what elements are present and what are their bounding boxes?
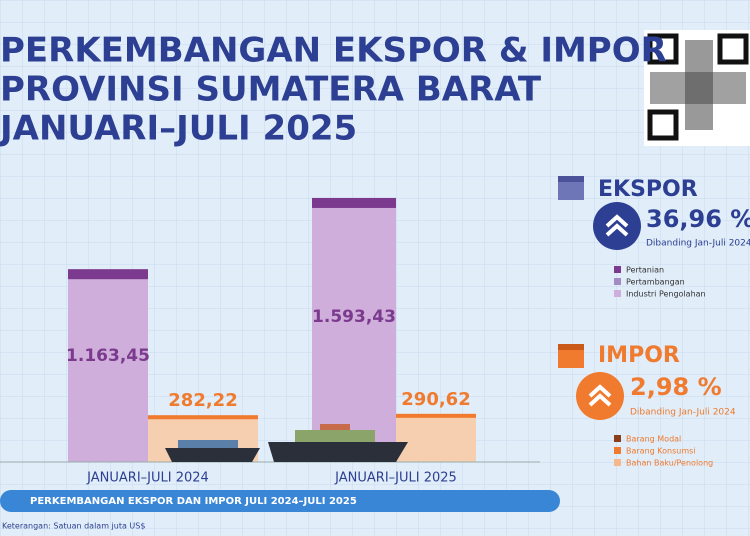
legend-swatch [614, 266, 621, 273]
legend-swatch [614, 459, 621, 466]
export-icon [558, 176, 584, 200]
bar [312, 197, 396, 462]
title-line: JANUARI–JULI 2025 [0, 109, 357, 149]
legend-label: Barang Konsumsi [626, 447, 696, 456]
export-heading: EKSPOR [598, 177, 698, 202]
ship [268, 442, 408, 462]
value-label: 282,22 [168, 390, 237, 411]
legend-label: Barang Modal [626, 435, 681, 444]
title-line: PERKEMBANGAN EKSPOR & IMPOR [0, 31, 667, 71]
value-label: 1.163,45 [66, 346, 150, 366]
legend-label: Bahan Baku/Penolong [626, 459, 713, 468]
bar-cap [396, 413, 476, 418]
x-tick-label: JANUARI–JULI 2024 [86, 471, 209, 486]
ship-cargo [178, 440, 238, 448]
qr-code [644, 30, 750, 146]
export-change: 36,96 % [646, 205, 750, 233]
export-compare: Dibanding Jan-Juli 2024 [646, 239, 750, 249]
legend-label: Pertambangan [626, 278, 685, 287]
value-label: 290,62 [401, 389, 470, 410]
import-heading: IMPOR [598, 343, 680, 368]
banner-text: PERKEMBANGAN EKSPOR DAN IMPOR JULI 2024–… [30, 496, 357, 507]
legend-swatch [614, 278, 621, 285]
bar-cap [68, 269, 148, 280]
x-tick-label: JANUARI–JULI 2025 [334, 471, 457, 486]
legend-label: Industri Pengolahan [626, 290, 706, 299]
legend-swatch [614, 435, 621, 442]
bar-cap [312, 197, 396, 208]
ship [165, 448, 260, 462]
legend-swatch [614, 290, 621, 297]
legend-swatch [614, 447, 621, 454]
banner [0, 490, 560, 512]
bar [68, 269, 148, 462]
up-chevrons [605, 214, 629, 237]
import-compare: Dibanding Jan-Juli 2024 [630, 408, 736, 418]
bar-cap [148, 415, 258, 420]
ship-cargo [320, 424, 350, 430]
title-line: PROVINSI SUMATERA BARAT [0, 70, 542, 110]
bar [396, 413, 476, 462]
import-icon [558, 344, 584, 368]
import-change: 2,98 % [630, 373, 722, 401]
legend-label: Pertanian [626, 266, 664, 275]
note: Keterangan: Satuan dalam juta US$ [2, 522, 145, 531]
value-label: 1.593,43 [312, 307, 396, 327]
ship-cargo [295, 430, 375, 442]
up-chevrons [588, 384, 612, 407]
